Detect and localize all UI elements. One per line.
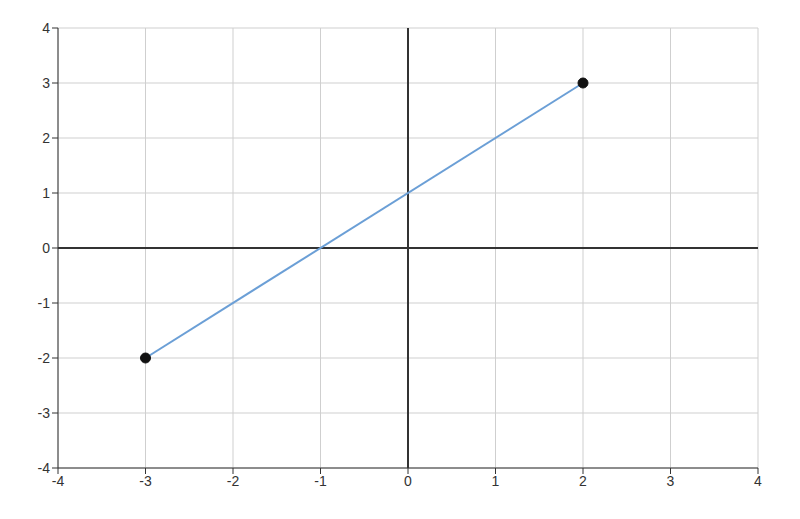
svg-text:-4: -4 xyxy=(38,460,51,476)
svg-text:-3: -3 xyxy=(139,473,152,489)
svg-text:0: 0 xyxy=(404,473,412,489)
svg-text:-2: -2 xyxy=(227,473,240,489)
svg-text:1: 1 xyxy=(492,473,500,489)
svg-text:-1: -1 xyxy=(314,473,327,489)
svg-text:-2: -2 xyxy=(38,350,51,366)
svg-text:-3: -3 xyxy=(38,405,51,421)
svg-text:2: 2 xyxy=(42,130,50,146)
svg-text:3: 3 xyxy=(667,473,675,489)
svg-text:2: 2 xyxy=(579,473,587,489)
svg-text:4: 4 xyxy=(754,473,762,489)
svg-text:4: 4 xyxy=(42,20,50,36)
svg-text:3: 3 xyxy=(42,75,50,91)
svg-text:-1: -1 xyxy=(38,295,51,311)
svg-text:0: 0 xyxy=(42,240,50,256)
svg-text:-4: -4 xyxy=(52,473,65,489)
svg-text:1: 1 xyxy=(42,185,50,201)
